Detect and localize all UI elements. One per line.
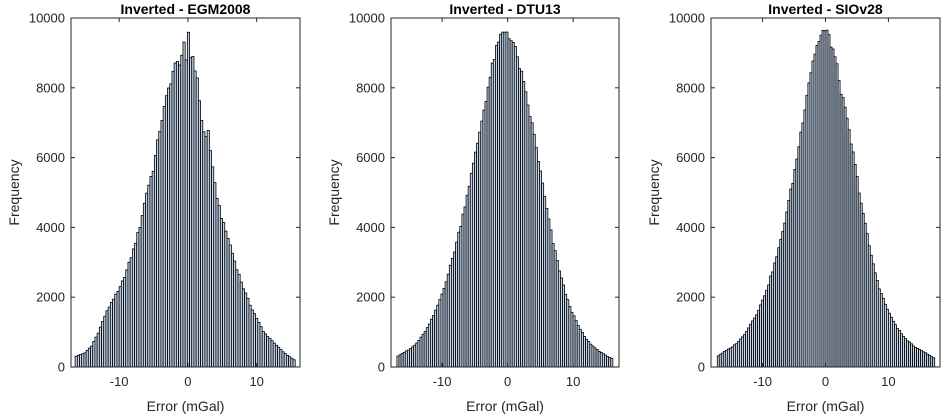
x-tick-label: 10 — [566, 374, 580, 389]
y-tick-label: 10000 — [669, 11, 705, 26]
y-axis-label: Frequency — [6, 159, 22, 225]
y-tick-label: 2000 — [676, 290, 705, 305]
axis-ticks: -10 0 10 0 2000 4000 6000 8000 10000 — [669, 11, 940, 389]
y-tick-label: 6000 — [676, 150, 705, 165]
x-tick-label: 0 — [184, 374, 191, 389]
axes-box — [710, 17, 941, 368]
axes-box — [70, 17, 301, 368]
y-tick-label: 8000 — [36, 80, 65, 95]
axis-ticks: -10 0 10 0 2000 4000 6000 8000 10000 — [349, 11, 619, 389]
x-axis-label: Error (mGal) — [147, 398, 225, 414]
y-tick-label: 4000 — [356, 220, 385, 235]
y-tick-label: 6000 — [36, 150, 65, 165]
y-tick-label: 8000 — [676, 80, 705, 95]
x-tick-label: 0 — [822, 374, 829, 389]
x-tick-label: -10 — [110, 374, 129, 389]
y-tick-label: 4000 — [676, 220, 705, 235]
histogram-bar — [932, 357, 936, 368]
x-tick-label: 0 — [504, 374, 511, 389]
y-axis-label: Frequency — [646, 159, 662, 225]
chart-title: Inverted - EGM2008 — [121, 1, 251, 17]
histogram-panel-dtu13: Inverted - DTU13 Error (mGal) Frequency … — [326, 1, 620, 414]
histogram-bar — [292, 359, 296, 368]
histogram-panel-siov28: Inverted - SIOv28 Error (mGal) Frequency… — [646, 1, 941, 414]
y-tick-label: 8000 — [356, 80, 385, 95]
x-tick-label: 10 — [881, 374, 895, 389]
chart-title: Inverted - SIOv28 — [768, 1, 883, 17]
y-tick-label: 2000 — [356, 290, 385, 305]
y-tick-label: 6000 — [356, 150, 385, 165]
histogram-bars — [396, 31, 614, 368]
histogram-bars — [716, 29, 936, 368]
y-tick-label: 0 — [698, 360, 705, 375]
x-tick-label: -10 — [433, 374, 452, 389]
x-tick-label: 10 — [249, 374, 263, 389]
y-tick-label: 10000 — [349, 11, 385, 26]
x-axis-label: Error (mGal) — [466, 398, 544, 414]
y-tick-label: 0 — [58, 360, 65, 375]
y-axis-label: Frequency — [326, 159, 342, 225]
histogram-bars — [74, 31, 296, 368]
x-tick-label: -10 — [753, 374, 772, 389]
y-tick-label: 2000 — [36, 290, 65, 305]
axis-ticks: -10 0 10 0 2000 4000 6000 8000 10000 — [29, 11, 300, 389]
y-tick-label: 0 — [378, 360, 385, 375]
histogram-bar — [610, 357, 614, 368]
chart-title: Inverted - DTU13 — [449, 1, 560, 17]
histogram-panel-egm2008: Inverted - EGM2008 Error (mGal) Frequenc… — [6, 1, 301, 414]
y-tick-label: 4000 — [36, 220, 65, 235]
x-axis-label: Error (mGal) — [787, 398, 865, 414]
y-tick-label: 10000 — [29, 11, 65, 26]
axes-box — [390, 17, 620, 368]
